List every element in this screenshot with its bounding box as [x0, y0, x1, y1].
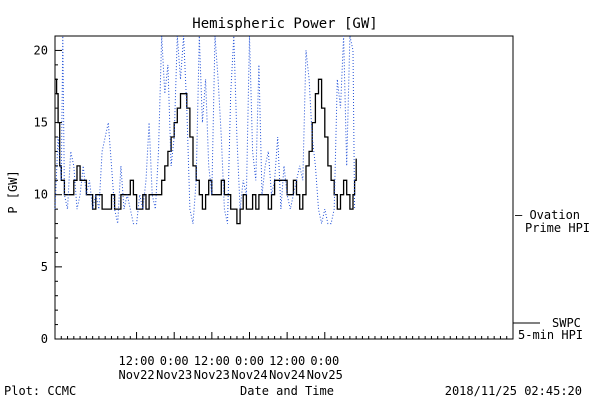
x-tick-label-date: Nov22: [118, 368, 154, 382]
x-tick-label-time: 0:00: [310, 354, 339, 368]
series-line-swpc: [55, 78, 357, 225]
x-tick-label-time: 0:00: [160, 354, 189, 368]
x-tick-label-date: Nov23: [194, 368, 230, 382]
y-tick-label: 10: [34, 188, 48, 202]
chart-title: Hemispheric Power [GW]: [192, 16, 377, 32]
x-axis: 12:00Nov220:00Nov2312:00Nov230:00Nov2412…: [60, 332, 514, 382]
y-tick-label: 0: [41, 332, 48, 346]
y-tick-label: 15: [34, 116, 48, 130]
x-tick-label-date: Nov23: [156, 368, 192, 382]
x-tick-label-time: 12:00: [194, 354, 230, 368]
x-tick-label-date: Nov25: [307, 368, 343, 382]
legend-ovation-line2: Prime HPI: [525, 221, 590, 235]
x-tick-label-time: 12:00: [118, 354, 154, 368]
x-tick-label-date: Nov24: [231, 368, 267, 382]
legend-swpc-line2: 5-min HPI: [518, 328, 583, 342]
series-layer: [54, 35, 357, 225]
y-axis: 0 5 10 15 20: [34, 43, 62, 346]
plot-frame: [54, 35, 514, 340]
x-tick-label-time: 12:00: [269, 354, 305, 368]
x-axis-label: Date and Time: [240, 384, 334, 398]
footer-plot-source: Plot: CCMC: [4, 384, 76, 398]
y-tick-label: 5: [41, 260, 48, 274]
y-axis-label: P [GW]: [6, 170, 20, 213]
legend-ovation-line1: — Ovation: [515, 208, 580, 222]
legend-swpc-line1: SWPC: [552, 316, 581, 330]
x-tick-label-time: 0:00: [235, 354, 264, 368]
series-line-ovation: [54, 35, 356, 225]
y-tick-label: 20: [34, 43, 48, 57]
footer-timestamp: 2018/11/25 02:45:20: [445, 384, 582, 398]
x-tick-label-date: Nov24: [269, 368, 305, 382]
